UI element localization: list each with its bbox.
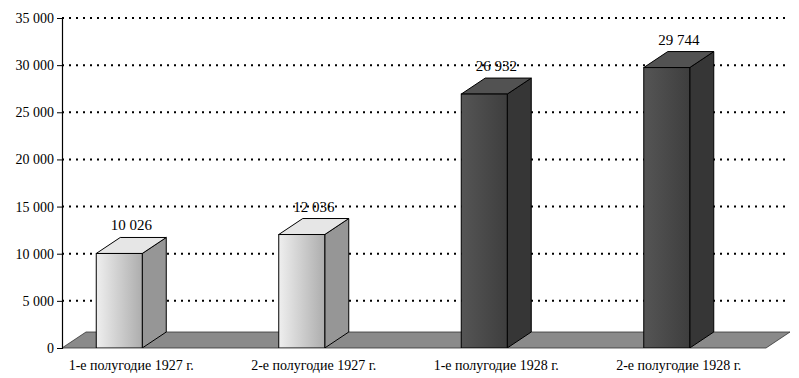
- bar-top: [96, 237, 166, 253]
- bar-side: [690, 52, 714, 348]
- data-label: 26 932: [476, 58, 517, 74]
- data-label: 29 744: [658, 32, 700, 48]
- x-tick: 2-е полугодие 1928 г.: [616, 348, 741, 373]
- x-tick-label: 2-е полугодие 1927 г.: [251, 358, 376, 373]
- y-tick-mark: [57, 18, 62, 19]
- bar: [279, 219, 349, 348]
- bar-front: [461, 94, 507, 348]
- bar-front: [96, 253, 142, 348]
- y-tick-mark: [57, 65, 62, 66]
- bars: [96, 52, 714, 348]
- bar-side: [325, 219, 349, 348]
- y-tick: 30 000: [16, 58, 63, 73]
- y-axis-line: [57, 19, 63, 349]
- chart: 0 5 000 10 000 15 000 20 000 25 000 30 000 35 0…: [0, 0, 799, 378]
- y-tick-mark: [57, 301, 62, 302]
- y-tick-label: 35 000: [16, 11, 55, 26]
- bar: [644, 52, 714, 348]
- data-label: 12 036: [293, 199, 335, 215]
- y-tick: 10 000: [16, 247, 63, 262]
- bar-front: [644, 68, 690, 348]
- x-tick-label: 1-е полугодие 1928 г.: [434, 358, 559, 373]
- data-labels: 10 026 12 036 26 932 29 744: [111, 32, 700, 234]
- bar-side: [507, 78, 531, 348]
- y-tick: 20 000: [16, 152, 63, 167]
- y-tick: 0: [47, 341, 62, 356]
- bar-side: [142, 237, 166, 348]
- y-tick-mark: [57, 159, 62, 160]
- y-tick-mark: [57, 207, 62, 208]
- y-tick-label: 30 000: [16, 58, 55, 73]
- x-axis-line: [41, 348, 771, 349]
- y-tick-mark: [57, 112, 62, 113]
- y-axis: 0 5 000 10 000 15 000 20 000 25 000 30 000 35 0…: [16, 11, 63, 356]
- y-tick-label: 5 000: [23, 294, 55, 309]
- bar: [96, 237, 166, 348]
- data-label: 10 026: [111, 217, 153, 233]
- y-tick-mark: [57, 254, 62, 255]
- y-tick-label: 15 000: [16, 200, 55, 215]
- x-tick-label: 1-е полугодие 1927 г.: [69, 358, 194, 373]
- x-tick: 2-е полугодие 1927 г.: [251, 348, 376, 373]
- x-tick: 1-е полугодие 1928 г.: [434, 348, 559, 373]
- y-tick-label: 20 000: [16, 152, 55, 167]
- y-tick: 5 000: [23, 294, 63, 309]
- y-tick-label: 10 000: [16, 247, 55, 262]
- x-tick: 1-е полугодие 1927 г.: [69, 348, 194, 373]
- y-tick-label: 25 000: [16, 105, 55, 120]
- y-tick-mark: [57, 348, 62, 349]
- y-tick: 35 000: [16, 11, 63, 26]
- x-tick-label: 2-е полугодие 1928 г.: [616, 358, 741, 373]
- bar-top: [644, 52, 714, 68]
- bar-top: [279, 219, 349, 235]
- y-tick-label: 0: [47, 341, 54, 356]
- x-axis: 1-е полугодие 1927 г. 2-е полугодие 1927 …: [41, 348, 771, 373]
- y-tick: 15 000: [16, 200, 63, 215]
- grid-line: [62, 17, 790, 19]
- bar: [461, 78, 531, 348]
- bar-front: [279, 235, 325, 348]
- bar-top: [461, 78, 531, 94]
- y-tick: 25 000: [16, 105, 63, 120]
